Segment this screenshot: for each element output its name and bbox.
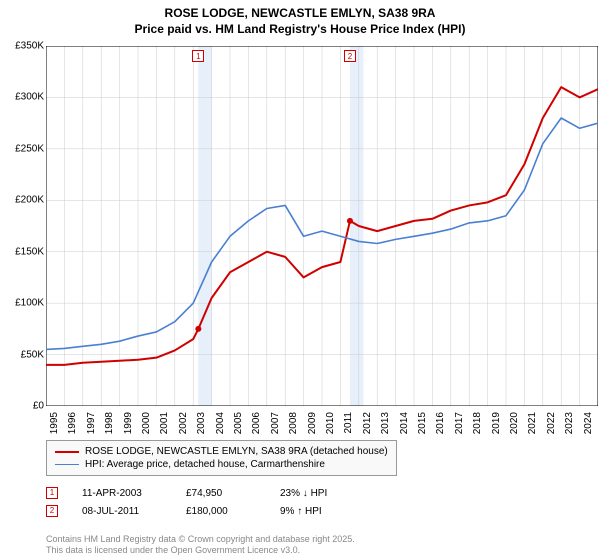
x-tick-label: 2000 [141, 412, 152, 442]
event-marker: 1 [46, 487, 58, 499]
event-marker: 2 [46, 505, 58, 517]
event-row: 1 11-APR-2003 £74,950 23% ↓ HPI [46, 484, 360, 502]
chart-container: ROSE LODGE, NEWCASTLE EMLYN, SA38 9RA Pr… [0, 0, 600, 560]
y-tick-label: £0 [4, 401, 44, 412]
x-tick-label: 2006 [251, 412, 262, 442]
x-tick-label: 2010 [325, 412, 336, 442]
x-tick-label: 2008 [288, 412, 299, 442]
y-tick-label: £200K [4, 195, 44, 206]
y-tick-label: £100K [4, 298, 44, 309]
chart-plot-area [46, 46, 598, 406]
x-tick-label: 1996 [67, 412, 78, 442]
event-flag: 1 [192, 50, 204, 62]
x-tick-label: 2024 [583, 412, 594, 442]
x-tick-label: 2012 [362, 412, 373, 442]
x-tick-label: 2015 [417, 412, 428, 442]
event-date: 11-APR-2003 [82, 488, 162, 499]
x-tick-label: 2007 [270, 412, 281, 442]
legend-swatch-hpi [55, 464, 79, 466]
x-tick-label: 2013 [380, 412, 391, 442]
x-tick-label: 2018 [472, 412, 483, 442]
x-tick-label: 2019 [491, 412, 502, 442]
x-tick-label: 1998 [104, 412, 115, 442]
footer-line-1: Contains HM Land Registry data © Crown c… [46, 534, 355, 545]
footer-note: Contains HM Land Registry data © Crown c… [46, 534, 355, 556]
x-tick-label: 2022 [546, 412, 557, 442]
event-hpi: 23% ↓ HPI [280, 488, 360, 499]
x-tick-label: 2020 [509, 412, 520, 442]
x-tick-label: 1997 [86, 412, 97, 442]
x-tick-label: 2014 [399, 412, 410, 442]
legend-row-price-paid: ROSE LODGE, NEWCASTLE EMLYN, SA38 9RA (d… [55, 445, 388, 458]
event-row: 2 08-JUL-2011 £180,000 9% ↑ HPI [46, 502, 360, 520]
x-tick-label: 2017 [454, 412, 465, 442]
y-tick-label: £250K [4, 143, 44, 154]
legend-row-hpi: HPI: Average price, detached house, Carm… [55, 458, 388, 471]
legend-label-price-paid: ROSE LODGE, NEWCASTLE EMLYN, SA38 9RA (d… [85, 446, 388, 457]
legend-label-hpi: HPI: Average price, detached house, Carm… [85, 459, 325, 470]
x-tick-label: 2005 [233, 412, 244, 442]
event-price: £180,000 [186, 506, 256, 517]
title-line-1: ROSE LODGE, NEWCASTLE EMLYN, SA38 9RA [0, 6, 600, 22]
y-tick-label: £50K [4, 349, 44, 360]
x-tick-label: 2009 [307, 412, 318, 442]
x-tick-label: 2003 [196, 412, 207, 442]
event-flag: 2 [344, 50, 356, 62]
x-tick-label: 2004 [215, 412, 226, 442]
event-hpi: 9% ↑ HPI [280, 506, 360, 517]
legend-swatch-price-paid [55, 451, 79, 453]
event-date: 08-JUL-2011 [82, 506, 162, 517]
x-tick-label: 2011 [343, 412, 354, 442]
x-tick-label: 1999 [123, 412, 134, 442]
y-tick-label: £300K [4, 92, 44, 103]
events-table: 1 11-APR-2003 £74,950 23% ↓ HPI 2 08-JUL-2011… [46, 484, 360, 520]
chart-svg [46, 46, 598, 406]
x-tick-label: 1995 [49, 412, 60, 442]
title-line-2: Price paid vs. HM Land Registry's House … [0, 22, 600, 38]
x-tick-label: 2016 [435, 412, 446, 442]
x-tick-label: 2001 [159, 412, 170, 442]
x-tick-label: 2002 [178, 412, 189, 442]
legend-box: ROSE LODGE, NEWCASTLE EMLYN, SA38 9RA (d… [46, 440, 397, 476]
event-price: £74,950 [186, 488, 256, 499]
footer-line-2: This data is licensed under the Open Gov… [46, 545, 355, 556]
chart-title-block: ROSE LODGE, NEWCASTLE EMLYN, SA38 9RA Pr… [0, 0, 600, 37]
x-tick-label: 2021 [527, 412, 538, 442]
y-tick-label: £350K [4, 41, 44, 52]
x-tick-label: 2023 [564, 412, 575, 442]
y-tick-label: £150K [4, 246, 44, 257]
